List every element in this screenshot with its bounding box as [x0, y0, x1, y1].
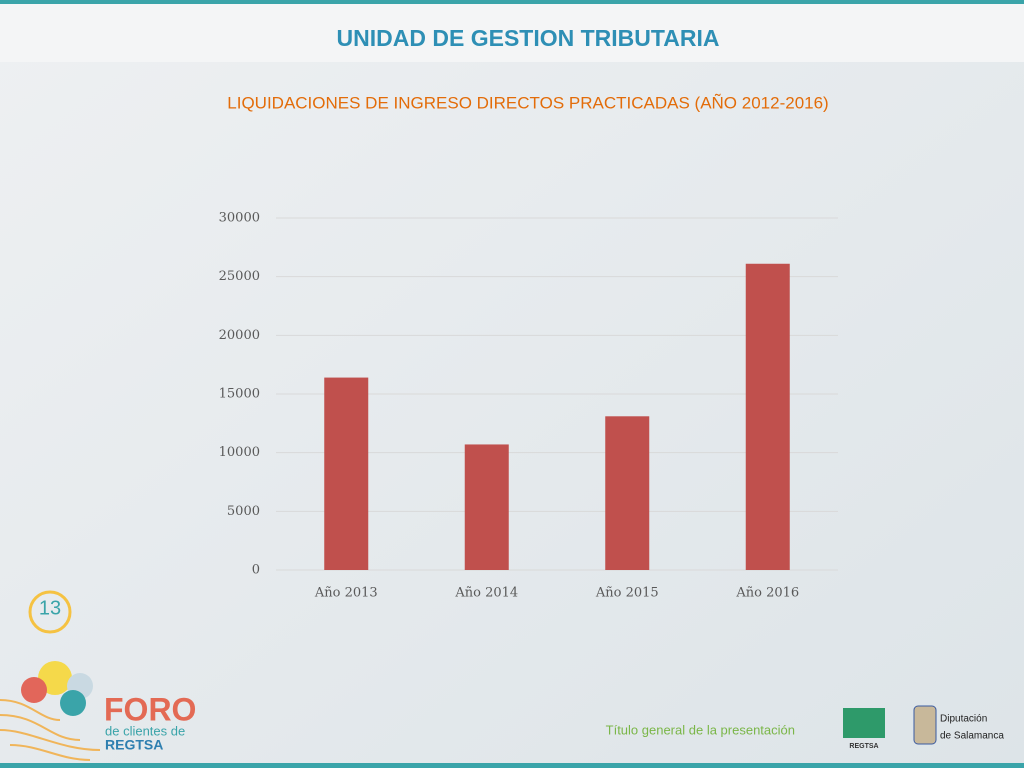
chart-title: LIQUIDACIONES DE INGRESO DIRECTOS PRACTI…	[227, 93, 828, 112]
foro-logo: 13 FORO de clientes de REGTSA	[0, 590, 196, 761]
y-tick-label: 10000	[219, 445, 260, 460]
x-tick-label: Año 2014	[454, 586, 518, 601]
diputacion-logo: Diputación de Salamanca	[913, 705, 1004, 745]
y-tick-label: 5000	[227, 504, 260, 519]
foro-title: FORO	[104, 691, 196, 727]
bottom-border	[0, 763, 1024, 768]
logo-text: Diputación	[940, 714, 987, 725]
slide-title: UNIDAD DE GESTION TRIBUTARIA	[337, 25, 720, 51]
x-tick-label: Año 2013	[314, 586, 378, 601]
x-tick-label: Año 2016	[735, 586, 799, 601]
bar	[324, 377, 369, 570]
crest	[913, 705, 937, 745]
foro-number: 13	[39, 597, 61, 619]
footer-text: Título general de la presentación	[606, 722, 795, 737]
y-tick-label: 25000	[219, 269, 260, 284]
decoration	[0, 699, 101, 761]
bar	[605, 416, 650, 570]
bar	[464, 444, 509, 570]
bulb	[28, 590, 72, 634]
foro-line: REGTSA	[105, 737, 163, 753]
regtsa-logo: REGTSA	[843, 708, 885, 750]
bulb	[21, 677, 47, 703]
logo-mark	[843, 708, 885, 738]
y-tick-label: 20000	[219, 328, 260, 343]
foro-line: de clientes de	[105, 723, 185, 738]
x-tick-label: Año 2015	[595, 586, 659, 601]
y-tick-label: 30000	[219, 211, 260, 226]
bar	[745, 263, 790, 570]
logo-text: REGTSA	[849, 743, 878, 750]
logo-text: de Salamanca	[940, 731, 1004, 742]
top-border	[0, 0, 1024, 4]
header-band	[0, 4, 1024, 62]
y-tick-label: 0	[252, 563, 260, 578]
y-tick-label: 15000	[219, 387, 260, 402]
bulb	[60, 690, 86, 716]
plot-area: 0 5000 10000 15000 20000 25000 30000 Año 2013 Añ…	[219, 211, 838, 601]
